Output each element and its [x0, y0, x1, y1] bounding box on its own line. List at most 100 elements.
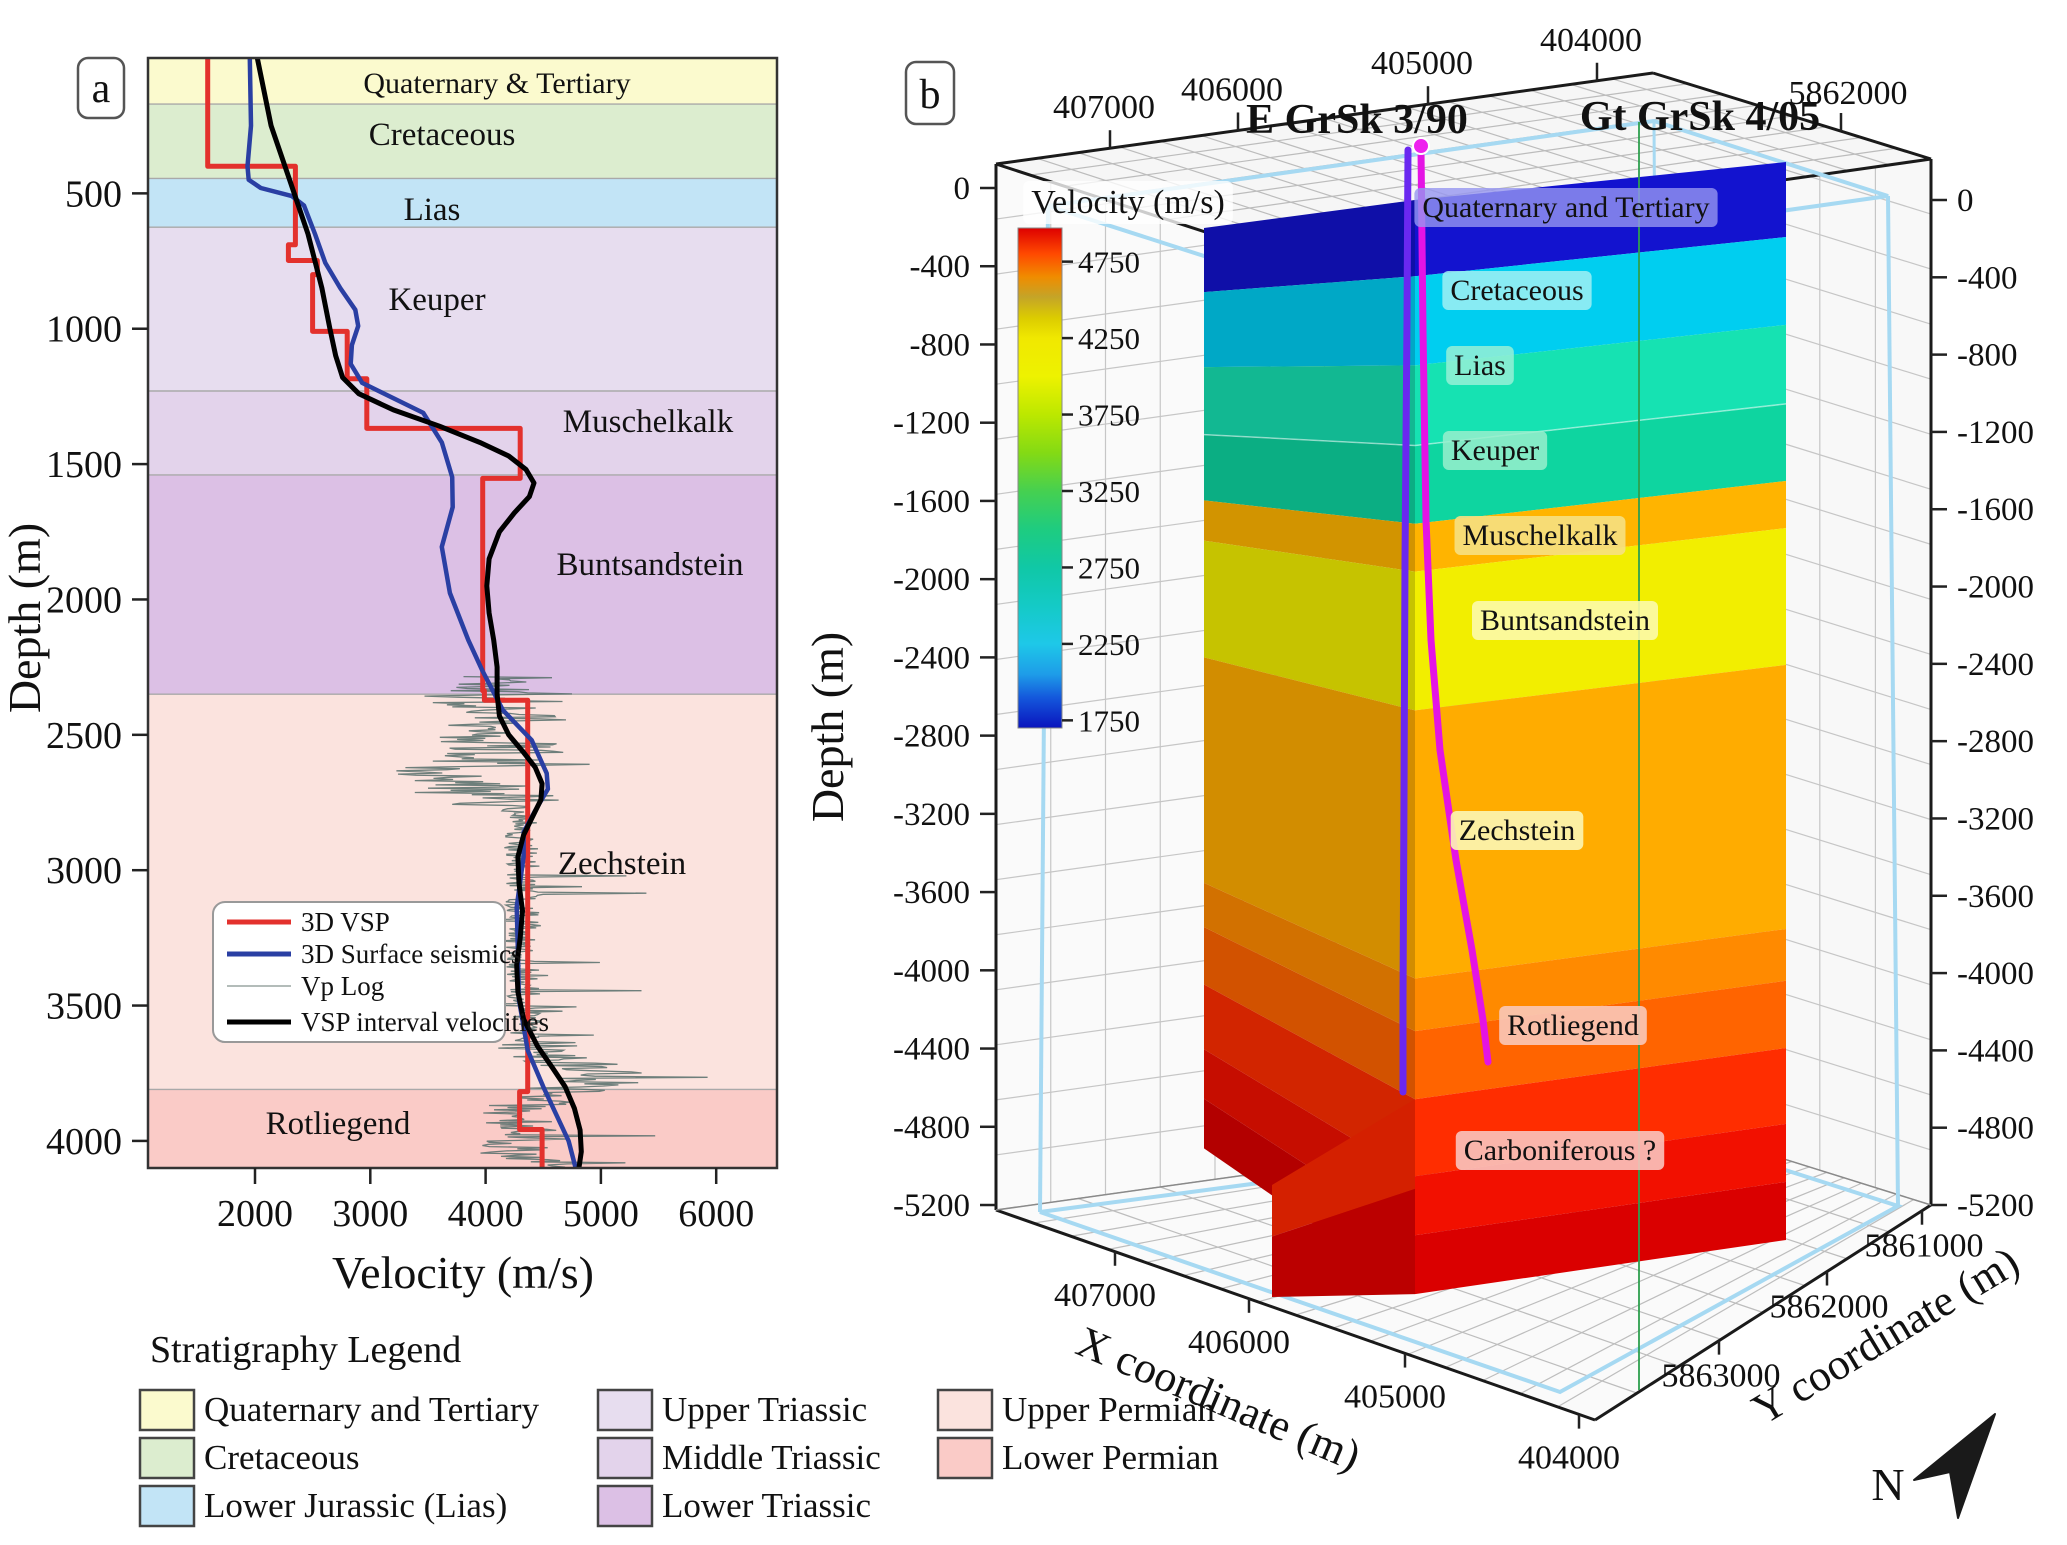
strat-band	[148, 227, 777, 391]
strat-legend-title: Stratigraphy Legend	[150, 1329, 461, 1371]
depth-tick-label-right: -4000	[1957, 956, 2034, 992]
well-label: Gt GrSk 4/05	[1580, 94, 1820, 140]
panel-a: Quaternary & Tertiary Cretaceous Lias Keupe…	[0, 56, 779, 1298]
colorbar-title: Velocity (m/s)	[1031, 184, 1225, 221]
bottom-y-tick-label: 5861000	[1865, 1228, 1984, 1265]
band-label: Zechstein	[558, 846, 686, 882]
top-x-tick-label: 405000	[1371, 45, 1473, 82]
bottom-x-tick-label: 406000	[1188, 1324, 1290, 1361]
layer-label-bg	[1455, 1131, 1665, 1170]
depth-tick-label-right: 0	[1957, 183, 1974, 219]
strat-swatch	[936, 1388, 994, 1432]
north-arrow-icon	[1913, 1413, 1996, 1519]
strat-item-label: Upper Triassic	[662, 1390, 867, 1429]
layer-label: Lias	[1454, 349, 1506, 382]
fence-main-band-6	[1415, 664, 1786, 979]
layer-label: Quaternary and Tertiary	[1422, 191, 1709, 224]
depth-tick-label-left: -4400	[893, 1032, 970, 1068]
colorbar-tick-label: 3750	[1078, 398, 1140, 433]
bottom-y-tick-label: 5862000	[1770, 1289, 1889, 1326]
bottom-x-tick-label: 404000	[1518, 1440, 1620, 1477]
colorbar-tick-label: 1750	[1078, 703, 1140, 738]
fence-back-band-2	[1204, 365, 1415, 446]
y-tick-label: 2000	[46, 579, 122, 621]
colorbar	[1017, 227, 1063, 729]
depth-tick-label-left: -2400	[893, 640, 970, 676]
legend-item-label: VSP interval velocities	[301, 1007, 549, 1037]
survey-outline-edge	[1886, 195, 1900, 1207]
plot-frame	[146, 56, 779, 1170]
strat-item-label: Upper Permian	[1002, 1390, 1215, 1429]
depth-tick-label-right: -2400	[1957, 647, 2034, 683]
layer-label-bg	[1454, 516, 1626, 555]
depth-tick-label-right: -400	[1957, 260, 2018, 296]
depth-tick-label-right: -3600	[1957, 879, 2034, 915]
y-axis-title: Depth (m)	[0, 523, 50, 713]
depth-tick-label-left: -4000	[893, 953, 970, 989]
colorbar-tick-label: 4250	[1078, 321, 1140, 356]
strat-swatch	[596, 1388, 654, 1432]
layer-label: Carboniferous ?	[1464, 1134, 1656, 1167]
box-edge	[1594, 1203, 1932, 1422]
fence-main-band-7	[1415, 929, 1786, 1032]
band-label: Quaternary & Tertiary	[363, 67, 630, 100]
depth-tick-label-left: -3200	[893, 797, 970, 833]
fence-main-band-1	[1415, 237, 1786, 366]
x-tick-label: 6000	[678, 1193, 754, 1235]
fence-front-band-0	[1272, 1099, 1415, 1237]
band-label: Rotliegend	[266, 1106, 411, 1142]
fence-front-band-1	[1272, 1188, 1415, 1297]
badge-b: b	[920, 72, 941, 118]
layer-label-bg	[1450, 811, 1584, 850]
strat-band	[148, 58, 777, 105]
x-tick-label: 3000	[332, 1193, 408, 1235]
x-tick-label: 4000	[448, 1193, 524, 1235]
grid-line	[1611, 78, 1890, 166]
legend-item-label: 3D VSP	[301, 907, 390, 937]
well-label: E GrSk 3/90	[1246, 97, 1468, 143]
strat-item-label: Lower Triassic	[662, 1486, 871, 1525]
strat-item-label: Lower Jurassic (Lias)	[204, 1486, 507, 1525]
depth-tick-label-right: -3200	[1957, 801, 2034, 837]
well-head-knob	[1412, 137, 1430, 155]
band-label: Buntsandstein	[557, 547, 744, 583]
legend-item-label: Vp Log	[301, 971, 384, 1001]
fence-back-band-7	[1204, 882, 1415, 1032]
bottom-x-tick-label: 407000	[1054, 1277, 1156, 1314]
layer-label-bg	[1446, 346, 1514, 385]
colorbar-tick-label: 2250	[1078, 627, 1140, 662]
depth-tick-label-left: -2800	[893, 719, 970, 755]
x-axis-title: Velocity (m/s)	[332, 1247, 594, 1298]
fence-back-band-6	[1204, 657, 1415, 979]
well-path-1	[1417, 146, 1492, 1066]
layer-label-bg	[1499, 1006, 1647, 1045]
layer-label-bg	[1472, 601, 1658, 640]
layer-label-bg	[1442, 271, 1592, 310]
depth-tick-label-left: -2000	[893, 562, 970, 598]
box-edge	[995, 71, 1654, 166]
depth-tick-label-right: -1600	[1957, 492, 2034, 528]
depth-tick-label-left: -1200	[893, 406, 970, 442]
fence-back-band-1	[1204, 276, 1415, 368]
strat-band	[148, 1089, 777, 1168]
top-y-tick-label: 5862000	[1789, 75, 1908, 112]
north-label: N	[1871, 1459, 1904, 1510]
strat-swatch	[138, 1484, 196, 1528]
box-edge	[1652, 71, 1932, 161]
y-tick-label: 4000	[46, 1121, 122, 1163]
grid-line	[1529, 89, 1808, 178]
layer-label-bg	[1414, 188, 1718, 227]
y-tick-label: 1000	[46, 309, 122, 351]
fence-back-band-5	[1204, 540, 1415, 711]
strat-legend: Stratigraphy Legend Quaternary and Tertia…	[138, 1329, 1219, 1528]
panel-b: 4750 4250 3750 3250 2750 2250 1750 0 -400 -800 -12…	[802, 22, 2034, 1519]
layer-label: Keuper	[1451, 434, 1539, 467]
layer-label: Cretaceous	[1450, 274, 1583, 307]
depth-tick-label-left: -3600	[893, 875, 970, 911]
depth-axis-title: Depth (m)	[802, 632, 853, 822]
strat-item-label: Cretaceous	[204, 1438, 359, 1477]
depth-tick-label-right: -5200	[1957, 1188, 2034, 1224]
fence-back-band-9	[1204, 984, 1415, 1177]
fence-back-band-8	[1204, 927, 1415, 1100]
